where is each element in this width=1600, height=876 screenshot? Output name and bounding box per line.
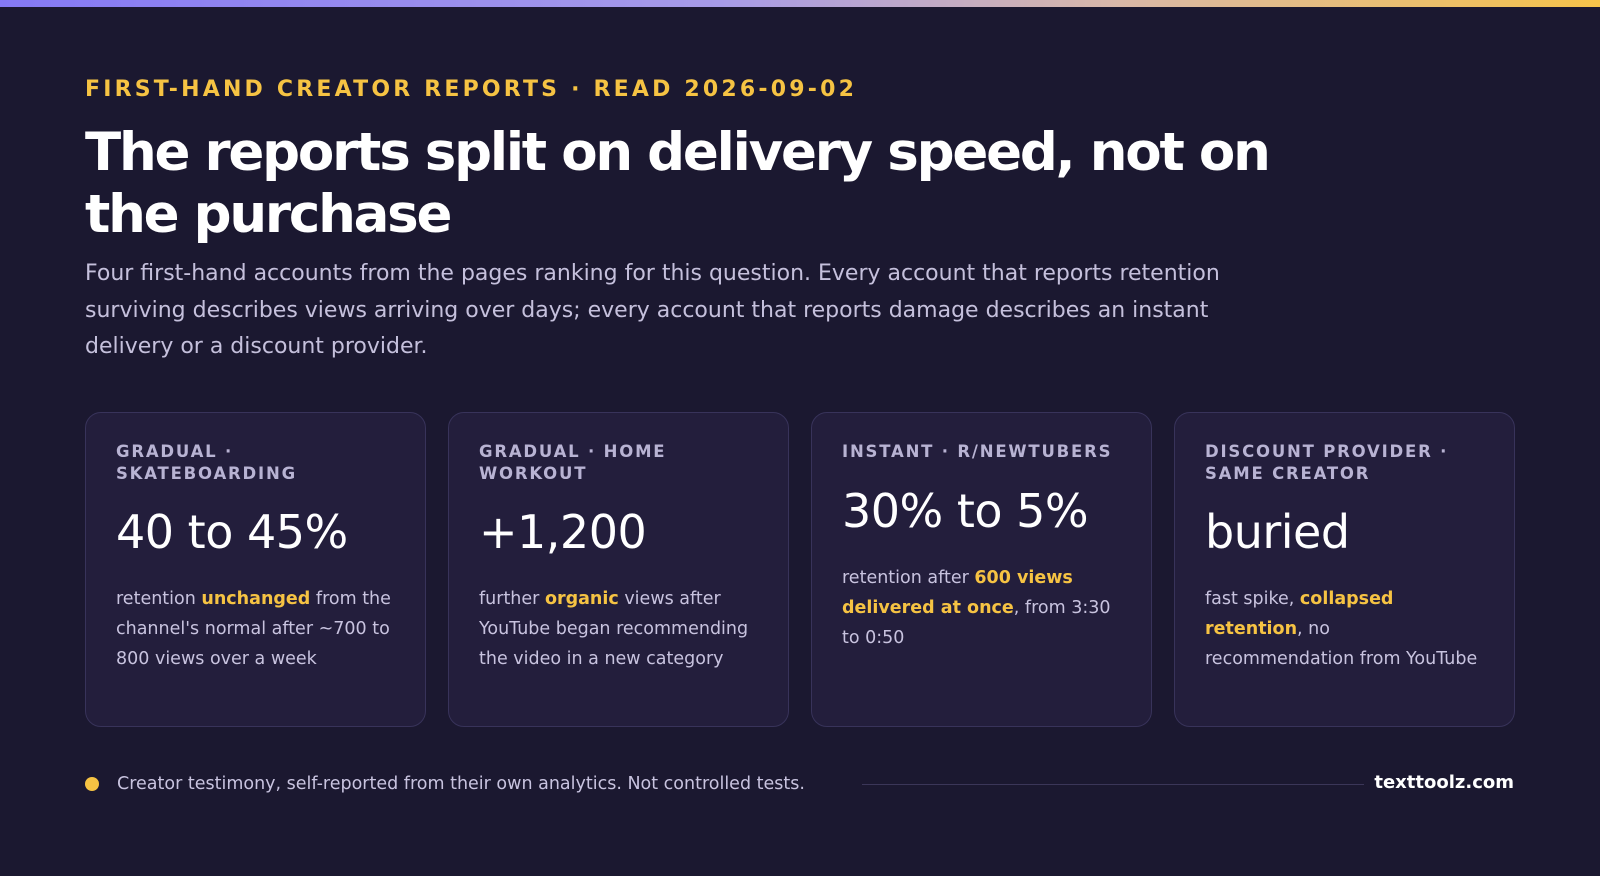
report-card-newtubers: INSTANT · R/NEWTUBERS 30% to 5% retentio… [811,412,1152,727]
card-desc-text: , no recommendation from YouTube [1205,619,1478,669]
card-description: fast spike, collapsed retention, no reco… [1205,584,1484,674]
card-value: +1,200 [479,505,647,559]
card-desc-highlight: 600 views delivered at once [842,567,1073,618]
card-desc-text: retention [116,589,202,609]
card-value: 40 to 45% [116,505,348,559]
report-card-discount-provider: DISCOUNT PROVIDER · SAME CREATOR buried … [1174,412,1515,727]
footer-brand-link[interactable]: texttoolz.com [1374,772,1514,793]
card-desc-text: views after YouTube began recommending t… [479,589,749,669]
card-desc-highlight: collapsed retention [1205,589,1394,639]
card-desc-highlight: organic [544,589,619,609]
page-title: The reports split on delivery speed, not… [85,122,1271,245]
card-desc-text: , from 3:30 to 0:50 [842,597,1111,648]
lede-paragraph: Four first-hand accounts from the pages … [85,261,1220,359]
card-desc-text: retention after [842,567,975,588]
card-desc-text: fast spike, [1205,589,1300,609]
report-card-home-workout: GRADUAL · HOME WORKOUT +1,200 further or… [448,412,789,727]
card-desc-text: further [479,589,545,609]
card-description: retention unchanged from the channel's n… [116,584,395,674]
footer-bullet-icon [85,777,99,791]
card-tag: DISCOUNT PROVIDER · SAME CREATOR [1205,442,1449,483]
footer-disclaimer: Creator testimony, self-reported from th… [117,774,805,794]
footer-divider [862,784,1364,785]
card-desc-text: from the channel's normal after ~700 to … [116,589,391,669]
card-value: 30% to 5% [842,483,1089,538]
card-tag: GRADUAL · HOME WORKOUT [479,442,667,483]
card-value: buried [1205,505,1350,559]
eyebrow-label: FIRST-HAND CREATOR REPORTS · READ 2026-0… [85,77,858,102]
card-description: further organic views after YouTube bega… [479,584,758,674]
top-gradient-bar [0,0,1600,7]
card-description: retention after 600 views delivered at o… [842,563,1121,653]
report-card-skateboarding: GRADUAL · SKATEBOARDING 40 to 45% retent… [85,412,426,727]
card-desc-highlight: unchanged [201,589,311,609]
card-tag: GRADUAL · SKATEBOARDING [116,442,297,483]
card-tag: INSTANT · R/NEWTUBERS [842,442,1113,461]
